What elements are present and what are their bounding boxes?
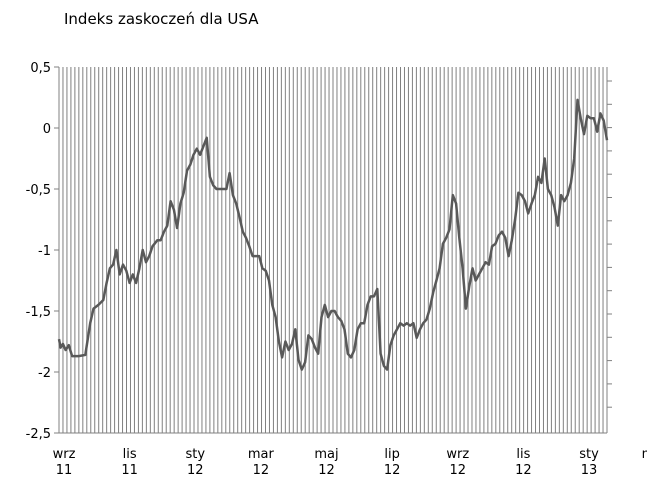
y-tick-label: 0,5: [30, 61, 51, 76]
x-tick-year-label: 13: [581, 463, 598, 478]
x-tick-label: lis: [123, 447, 137, 462]
grid-lines: [62, 67, 604, 433]
series-line: [57, 98, 609, 371]
chart-title: Indeks zaskoczeń dla USA: [64, 10, 259, 28]
x-tick-label: mar: [642, 447, 647, 462]
y-tick-label: -2,5: [26, 427, 51, 442]
series-layer: [57, 98, 609, 371]
axes: [54, 66, 612, 434]
x-tick-year-label: 12: [253, 463, 270, 478]
x-tick-label: lip: [384, 447, 399, 462]
x-tick-label: maj: [314, 447, 338, 462]
x-tick-year-label: 12: [187, 463, 204, 478]
y-tick-label: -1: [38, 244, 51, 259]
x-tick-year-label: 12: [515, 463, 532, 478]
x-tick-year-label: 12: [384, 463, 401, 478]
y-tick-label: -2: [38, 366, 51, 381]
x-tick-label: mar: [248, 447, 275, 462]
x-tick-label: sty: [185, 447, 205, 462]
y-tick-label: -1,5: [26, 305, 51, 320]
x-tick-label: sty: [579, 447, 599, 462]
x-tick-label: lis: [516, 447, 530, 462]
x-tick-year-label: 12: [449, 463, 466, 478]
tick-labels: 0,50-0,5-1-1,5-2-2,5wrz11lis11sty12mar12…: [26, 61, 647, 478]
x-tick-label: wrz: [446, 447, 469, 462]
x-tick-label: wrz: [53, 447, 76, 462]
x-tick-year-label: 11: [56, 463, 73, 478]
x-tick-year-label: 11: [121, 463, 138, 478]
y-tick-label: -0,5: [26, 183, 51, 198]
y-tick-label: 0: [43, 122, 51, 137]
x-tick-year-label: 12: [318, 463, 335, 478]
